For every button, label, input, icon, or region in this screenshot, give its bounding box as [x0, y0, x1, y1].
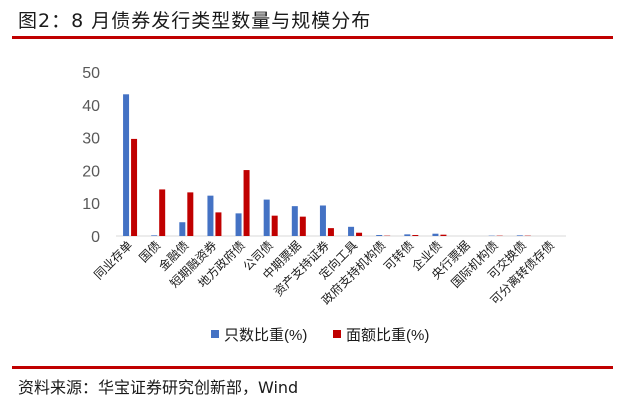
bar-chart: 0 10 20 30 40 50 同业存单 国债金融债短期融资券地方政府债公司债中期票据资产…	[82, 65, 566, 344]
amount-share-bar	[131, 138, 138, 236]
category-label: 可转债	[380, 238, 416, 274]
amount-share-legend-label: 面额比重(%)	[346, 327, 429, 344]
amount-share-bar	[271, 215, 278, 236]
y-tick-label: 40	[82, 98, 100, 115]
count-share-bar	[376, 235, 383, 236]
amount-share-bar	[327, 228, 334, 236]
legend: 只数比重(%) 面额比重(%)	[211, 327, 429, 344]
amount-share-bar	[243, 170, 250, 236]
count-share-bar	[348, 226, 355, 236]
amount-share-bar	[215, 212, 222, 236]
count-share-bar	[207, 195, 214, 236]
amount-share-legend-swatch	[333, 330, 341, 338]
title-rule	[12, 36, 613, 39]
count-share-bar	[404, 234, 411, 236]
count-share-legend-swatch	[211, 330, 219, 338]
amount-share-bar	[187, 192, 194, 236]
y-tick-label: 50	[82, 65, 100, 82]
count-share-legend-label: 只数比重(%)	[224, 327, 307, 344]
count-share-bar	[263, 199, 270, 236]
amount-share-bar	[159, 189, 166, 236]
amount-share-bar	[356, 232, 363, 236]
count-share-bar	[291, 206, 298, 236]
source-rule	[12, 366, 613, 369]
y-axis-ticks: 0 10 20 30 40 50	[82, 65, 100, 246]
count-share-bar	[151, 235, 158, 236]
amount-share-bar	[412, 235, 419, 236]
amount-share-bar	[299, 216, 306, 236]
count-share-bar	[516, 235, 523, 236]
count-share-bar	[432, 233, 439, 236]
y-tick-label: 30	[82, 131, 100, 148]
amount-share-bar	[440, 234, 447, 236]
source-note: 资料来源：华宝证券研究创新部，Wind	[18, 378, 299, 397]
count-share-bar	[123, 94, 130, 236]
y-tick-label: 0	[91, 229, 100, 246]
y-tick-label: 20	[82, 163, 100, 180]
figure-title: 图2：8 月债券发行类型数量与规模分布	[18, 10, 372, 32]
count-share-bar	[179, 222, 186, 236]
count-share-bar	[235, 213, 242, 236]
count-share-bar	[319, 205, 326, 236]
bars	[123, 94, 531, 236]
y-tick-label: 10	[82, 196, 100, 213]
category-labels: 同业存单 国债金融债短期融资券地方政府债公司债中期票据资产支持证券定向工具政府支持…	[91, 238, 557, 308]
